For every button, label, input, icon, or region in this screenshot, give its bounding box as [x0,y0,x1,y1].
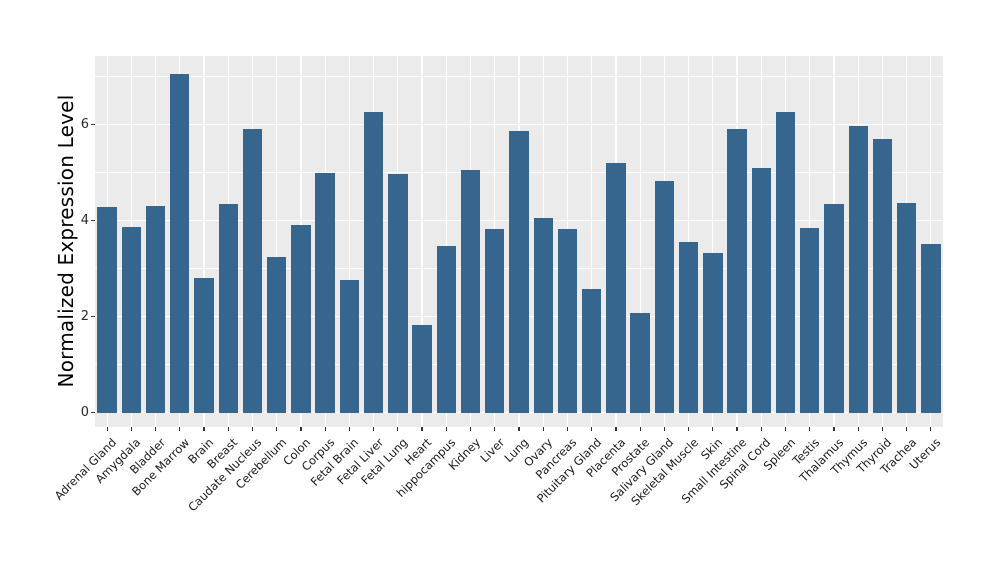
plot-panel [95,56,943,427]
bar-colon [291,225,311,413]
gridline-vertical [639,56,641,427]
bar-bladder [145,205,166,413]
bar-bone-marrow [170,73,190,413]
x-tick-mark [906,427,908,431]
x-tick-mark [421,427,423,431]
bar-caudate-nucleus [242,128,263,413]
x-tick-mark [784,427,787,431]
x-tick-mark [591,427,593,431]
bar-placenta [606,162,626,413]
x-tick-mark [203,427,205,431]
x-tick-mark [130,427,132,431]
x-tick-mark [518,427,520,431]
x-tick-label-liver: Liver [477,435,507,466]
bar-fetal-liver [363,111,384,413]
bar-pituitary-gland [581,289,602,413]
x-tick-mark [688,427,690,431]
gridline-vertical [203,56,205,427]
y-tick-mark [91,316,95,318]
bar-salivary-gland [654,180,675,413]
x-tick-mark [881,427,884,431]
x-tick-mark [154,427,157,431]
bar-spinal-cord [751,168,771,413]
y-tick-mark [91,124,95,126]
x-tick-mark [639,427,641,431]
x-tick-mark [712,427,714,431]
bar-kidney [460,169,481,413]
bar-brain [194,278,214,413]
x-tick-mark [615,427,617,431]
x-tick-mark [251,427,254,431]
x-tick-mark [760,427,762,431]
bar-adrenal-gland [97,206,117,413]
bar-skeletal-muscle [678,241,699,413]
y-tick-label: 2 [80,308,89,324]
gridline-vertical [421,56,423,427]
y-tick-label: 0 [80,404,89,420]
x-tick-mark [324,427,326,431]
bar-spleen [775,111,796,413]
y-tick-mark [91,220,95,222]
bar-small-intestine [727,128,747,413]
bar-corpus [315,173,335,413]
y-tick-label: 4 [80,212,89,228]
bar-testis [800,228,820,413]
gridline-vertical [348,56,350,427]
y-tick-label: 6 [80,116,89,132]
bar-uterus [921,244,941,413]
x-tick-mark [833,427,835,431]
x-tick-mark [542,427,544,431]
bar-skin [703,252,723,413]
gridline-vertical [445,56,447,427]
x-tick-mark [227,427,229,431]
x-tick-mark [930,427,932,431]
bar-thalamus [824,204,844,413]
x-tick-mark [300,427,302,431]
x-tick-mark [566,427,569,431]
x-tick-mark [348,427,350,431]
x-tick-mark [857,427,859,431]
bar-cerebellum [267,256,287,413]
x-tick-mark [106,427,108,431]
x-tick-mark [469,427,472,431]
y-tick-mark [91,412,95,414]
bar-fetal-lung [388,174,408,413]
bar-ovary [533,217,553,413]
bar-hippocampus [436,246,456,413]
x-tick-mark [445,427,447,431]
bar-liver [485,229,505,413]
y-axis-title: Normalized Expression Level [54,94,78,388]
bar-prostate [630,312,650,413]
x-tick-mark [276,427,278,431]
x-tick-mark [736,427,738,431]
bar-trachea [896,203,917,413]
gridline-vertical [591,56,593,427]
bar-amygdala [121,226,142,413]
x-tick-mark [809,427,811,431]
gridline-vertical [712,56,714,427]
gridline-vertical [276,56,278,427]
x-tick-mark [397,427,399,431]
bar-lung [509,130,529,413]
bar-fetal-brain [339,280,360,413]
x-tick-mark [373,427,375,431]
bar-heart [412,324,432,413]
bar-pancreas [557,229,578,413]
x-tick-mark [494,427,496,431]
x-tick-mark [663,427,665,431]
gridline-vertical [930,56,932,427]
bar-breast [218,203,238,413]
bar-thyroid [872,138,893,413]
bar-thymus [848,126,868,413]
x-tick-mark [179,427,181,431]
gridline-vertical [688,56,690,427]
